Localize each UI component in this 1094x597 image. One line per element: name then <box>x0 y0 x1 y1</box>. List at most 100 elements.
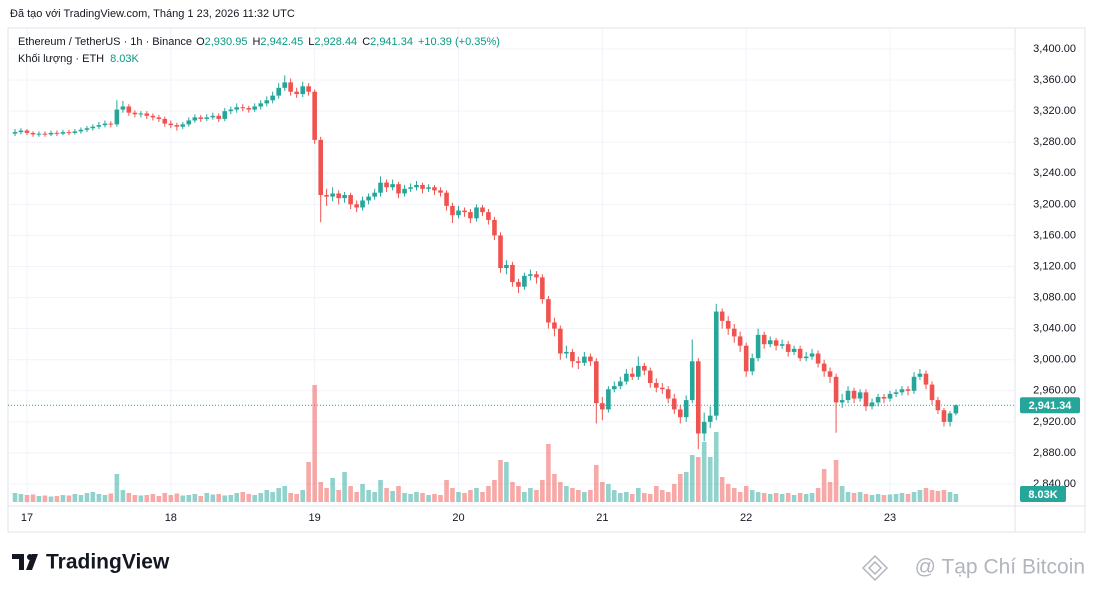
volume-bar <box>252 495 257 502</box>
candle-body <box>689 361 695 401</box>
volume-bar <box>689 455 695 502</box>
candle-body <box>42 133 48 135</box>
y-tick-label: 3,200.00 <box>1033 198 1076 210</box>
candle-body <box>150 115 156 118</box>
volume-bar <box>36 496 42 502</box>
volume-bar <box>336 490 341 502</box>
candle-body <box>66 132 72 134</box>
candle-body <box>348 195 353 205</box>
candle-body <box>522 275 527 287</box>
volume-bar <box>366 490 371 502</box>
volume-bar <box>204 493 210 502</box>
candle-body <box>30 132 36 135</box>
volume-bar <box>72 494 78 502</box>
candle-body <box>953 405 959 414</box>
candle-body <box>474 207 479 219</box>
candle-body <box>54 132 60 134</box>
candle-body <box>288 82 293 92</box>
volume-bar <box>234 493 239 502</box>
volume-bar <box>845 492 851 502</box>
candle-body <box>606 389 611 410</box>
candle-body <box>558 328 563 354</box>
volume-bars <box>12 385 959 502</box>
volume-bar <box>330 478 335 502</box>
y-tick-label: 3,320.00 <box>1033 105 1076 117</box>
volume-bar <box>462 493 467 502</box>
logo: TradingView <box>12 551 170 574</box>
volume-bar <box>653 486 659 502</box>
volume-value: 8.03K <box>110 53 139 65</box>
candle-body <box>510 264 515 283</box>
candle-body <box>600 403 605 410</box>
y-tick-label: 3,280.00 <box>1033 136 1076 148</box>
volume-bar <box>779 494 785 502</box>
candle-body <box>869 402 875 407</box>
candle-body <box>132 112 138 115</box>
logo-dot <box>27 554 33 560</box>
candle-body <box>791 348 797 352</box>
candle-body <box>384 182 389 188</box>
volume-bar <box>827 482 833 502</box>
volume-bar <box>761 493 767 502</box>
candle-body <box>941 410 947 422</box>
volume-bar <box>785 493 791 502</box>
candle-body <box>725 320 731 329</box>
candle-body <box>737 336 743 346</box>
candle-body <box>222 111 228 119</box>
y-tick-label: 3,360.00 <box>1033 74 1076 86</box>
candle-body <box>803 356 809 359</box>
candle-body <box>534 274 539 278</box>
volume-bar <box>576 490 581 502</box>
candle-body <box>162 118 168 124</box>
candle-body <box>899 389 905 393</box>
volume-bar <box>342 472 347 502</box>
volume-bar <box>809 493 815 502</box>
volume-bar <box>713 432 719 502</box>
legend-line: Ethereum / TetherUS · 1h · Binance O2,930… <box>18 36 500 48</box>
candle-body <box>126 106 132 113</box>
volume-bar <box>887 494 893 502</box>
volume-bar <box>851 493 857 502</box>
volume-bar <box>731 488 737 502</box>
candle-body <box>318 139 323 196</box>
volume-bar <box>647 494 653 502</box>
candle-body <box>108 123 114 125</box>
close-name: C <box>362 36 370 48</box>
candle-body <box>947 413 953 422</box>
volume-bar <box>749 490 755 502</box>
volume-bar <box>540 480 545 502</box>
volume-badge-label: 8.03K <box>1028 489 1057 501</box>
logo-text: TradingView <box>46 551 170 574</box>
candle-body <box>564 351 569 354</box>
logo-icon <box>12 554 38 570</box>
volume-bar <box>797 493 803 502</box>
x-tick-label: 23 <box>884 512 896 524</box>
candle-body <box>216 115 222 119</box>
volume-bar <box>492 480 497 502</box>
volume-bar <box>683 472 689 502</box>
volume-bar <box>222 495 228 502</box>
volume-bar <box>839 486 845 502</box>
volume-bar <box>456 492 461 502</box>
symbol: Ethereum / TetherUS · 1h · Binance <box>18 36 192 48</box>
candle-body <box>372 192 377 197</box>
volume-bar <box>270 492 275 502</box>
candle-body <box>282 82 288 88</box>
volume-bar <box>665 492 671 502</box>
candle-body <box>833 376 839 403</box>
volume-bar <box>126 493 132 502</box>
volume-bar <box>725 484 731 502</box>
volume-bar <box>438 495 443 502</box>
volume-bar <box>450 488 455 502</box>
candle-body <box>935 400 941 411</box>
candle-body <box>743 345 749 372</box>
candle-body <box>294 91 299 95</box>
volume-bar <box>767 494 773 502</box>
candle-body <box>492 219 497 236</box>
candle-body <box>156 117 162 119</box>
candle-body <box>588 356 593 362</box>
candle-body <box>102 123 108 126</box>
candle-body <box>875 397 881 403</box>
y-tick-label: 3,160.00 <box>1033 229 1076 241</box>
watermark-text: @ Tạp Chí Bitcoin <box>915 556 1085 579</box>
